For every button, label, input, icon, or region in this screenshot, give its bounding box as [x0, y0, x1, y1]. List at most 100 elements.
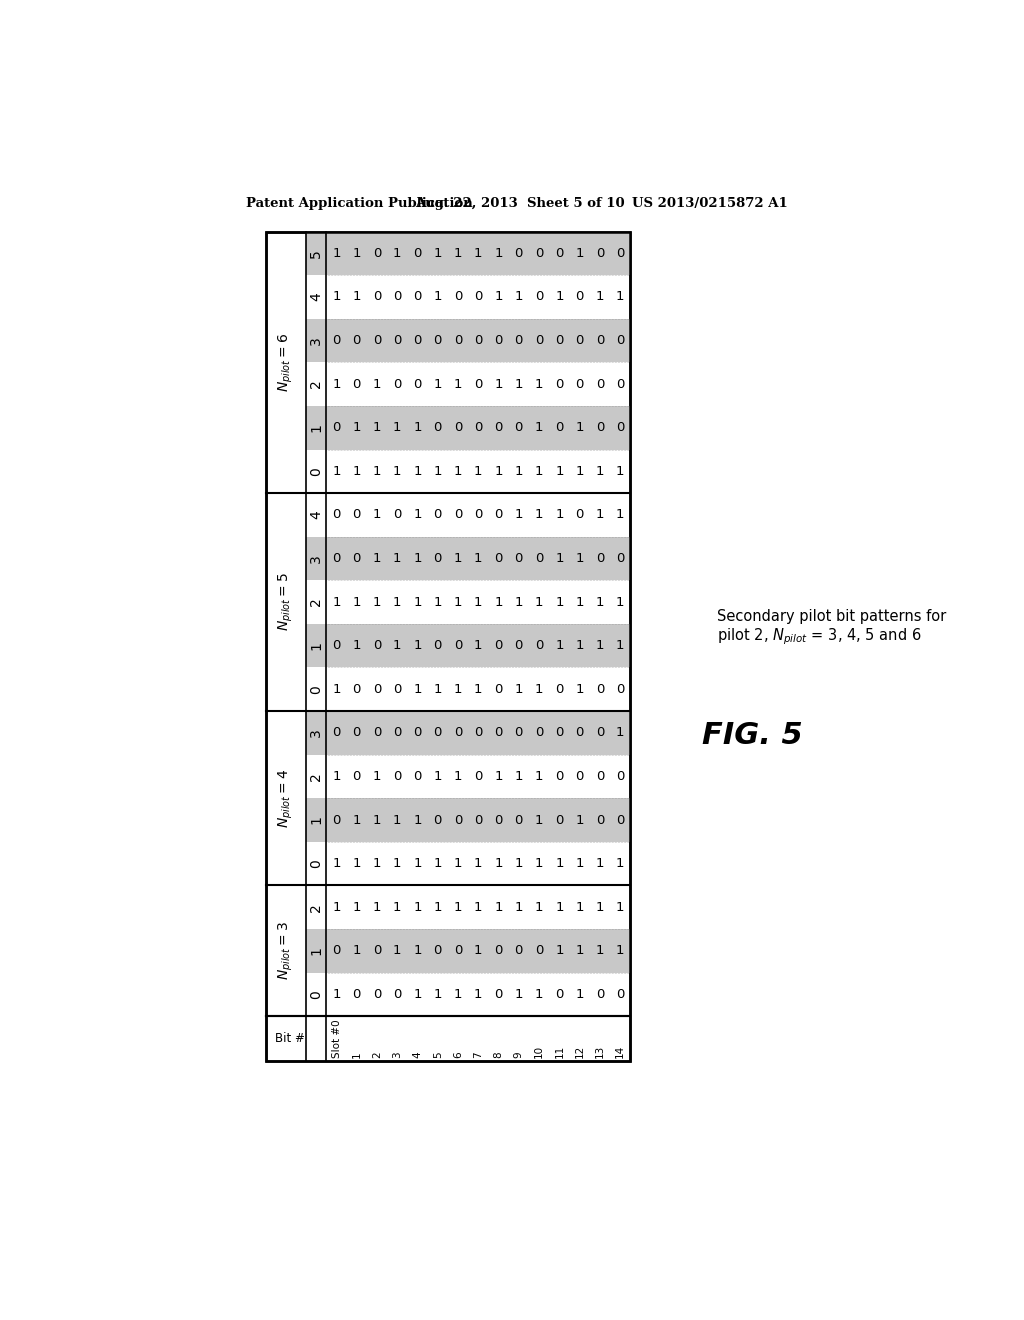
Text: 1: 1	[454, 595, 462, 609]
Text: 0: 0	[575, 726, 584, 739]
Text: 1: 1	[555, 290, 563, 304]
Text: 1: 1	[373, 508, 381, 521]
Text: 0: 0	[596, 726, 604, 739]
Text: 0: 0	[615, 552, 625, 565]
Text: 1: 1	[474, 857, 482, 870]
Text: 1: 1	[433, 857, 442, 870]
Text: 1: 1	[555, 944, 563, 957]
Text: 2: 2	[372, 1051, 382, 1057]
Text: 1: 1	[454, 378, 462, 391]
Text: 0: 0	[615, 421, 625, 434]
Text: 1: 1	[514, 465, 523, 478]
Text: 0: 0	[393, 987, 401, 1001]
Text: 1: 1	[596, 290, 604, 304]
Text: 0: 0	[535, 334, 544, 347]
Text: 1: 1	[393, 552, 401, 565]
Text: 1: 1	[514, 987, 523, 1001]
Text: 0: 0	[555, 682, 563, 696]
Text: 1: 1	[596, 508, 604, 521]
Text: 1: 1	[393, 595, 401, 609]
Text: 0: 0	[575, 770, 584, 783]
Text: 0: 0	[454, 944, 462, 957]
Text: 0: 0	[414, 334, 422, 347]
Text: 1: 1	[393, 813, 401, 826]
Text: 1: 1	[615, 595, 625, 609]
Text: 1: 1	[373, 813, 381, 826]
Bar	[306, 318, 327, 362]
Text: 0: 0	[333, 639, 341, 652]
Text: 1: 1	[414, 900, 422, 913]
Text: FIG. 5: FIG. 5	[701, 722, 802, 750]
Text: 0: 0	[555, 247, 563, 260]
Text: 0: 0	[393, 682, 401, 696]
Text: 0: 0	[495, 813, 503, 826]
Text: 1: 1	[352, 595, 361, 609]
Text: 1: 1	[615, 465, 625, 478]
Bar	[327, 537, 630, 581]
Text: 1: 1	[514, 682, 523, 696]
Text: 0: 0	[535, 290, 544, 304]
Text: 1: 1	[352, 421, 361, 434]
Text: 0: 0	[454, 508, 462, 521]
Text: 0: 0	[555, 770, 563, 783]
Text: 1: 1	[615, 639, 625, 652]
Text: 1: 1	[495, 465, 503, 478]
Text: $N_{pilot}=5$: $N_{pilot}=5$	[276, 573, 295, 631]
Text: 0: 0	[575, 508, 584, 521]
Text: 1: 1	[514, 508, 523, 521]
Text: 8: 8	[494, 1051, 504, 1057]
Text: 0: 0	[393, 334, 401, 347]
Text: 1: 1	[373, 552, 381, 565]
Text: 1: 1	[615, 508, 625, 521]
Text: 1: 1	[575, 813, 584, 826]
Text: 1: 1	[535, 465, 544, 478]
Text: 1: 1	[373, 595, 381, 609]
Text: 3: 3	[392, 1051, 402, 1057]
Text: 1: 1	[495, 290, 503, 304]
Text: 1: 1	[332, 595, 341, 609]
Text: 1: 1	[474, 552, 482, 565]
Text: 0: 0	[535, 552, 544, 565]
Text: 12: 12	[574, 1044, 585, 1057]
Bar	[327, 231, 630, 275]
Bar	[327, 799, 630, 842]
Text: 0: 0	[352, 334, 361, 347]
Text: 0: 0	[393, 726, 401, 739]
Text: 0: 0	[596, 421, 604, 434]
Text: 0: 0	[414, 247, 422, 260]
Text: 0: 0	[352, 726, 361, 739]
Text: 1: 1	[615, 857, 625, 870]
Text: 0: 0	[515, 421, 523, 434]
Text: 1: 1	[454, 552, 462, 565]
Text: 0: 0	[474, 334, 482, 347]
Text: 1: 1	[433, 900, 442, 913]
Text: 1: 1	[332, 857, 341, 870]
Bar	[327, 624, 630, 668]
Text: 0: 0	[414, 770, 422, 783]
Text: 0: 0	[373, 682, 381, 696]
Text: 1: 1	[535, 900, 544, 913]
Text: 3: 3	[309, 337, 324, 345]
Text: 0: 0	[515, 639, 523, 652]
Bar	[306, 537, 327, 581]
Text: 1: 1	[555, 508, 563, 521]
Text: 0: 0	[495, 421, 503, 434]
Text: 1: 1	[615, 944, 625, 957]
Text: 1: 1	[535, 770, 544, 783]
Text: 1: 1	[596, 465, 604, 478]
Text: 1: 1	[433, 595, 442, 609]
Text: 0: 0	[393, 508, 401, 521]
Text: 1: 1	[414, 857, 422, 870]
Text: 1: 1	[474, 247, 482, 260]
Text: 0: 0	[352, 987, 361, 1001]
Text: 1: 1	[495, 900, 503, 913]
Text: 0: 0	[433, 421, 442, 434]
Text: 0: 0	[535, 247, 544, 260]
Text: 5: 5	[433, 1051, 442, 1057]
Text: 1: 1	[373, 378, 381, 391]
Text: 3: 3	[309, 729, 324, 737]
Text: 4: 4	[309, 511, 324, 519]
Text: 0: 0	[515, 552, 523, 565]
Text: 0: 0	[474, 770, 482, 783]
Text: 0: 0	[352, 770, 361, 783]
